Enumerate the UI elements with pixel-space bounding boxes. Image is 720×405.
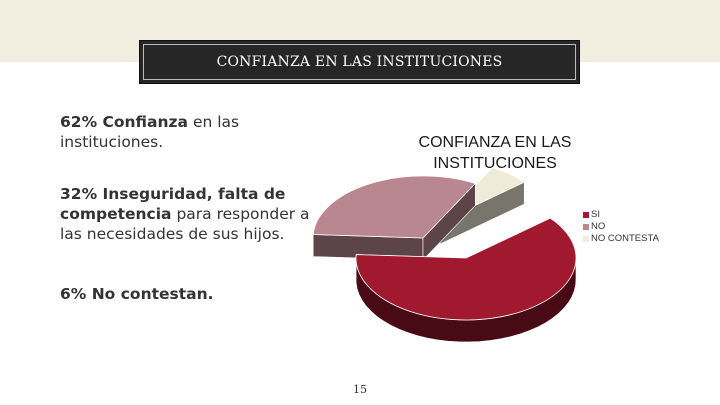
bullet-text: en las instituciones. — [60, 113, 240, 151]
bullet-text: para responder a las necesidades de sus … — [60, 205, 310, 243]
legend-swatch — [583, 212, 589, 218]
bullet-confianza: 62% Confianza en las instituciones. — [60, 112, 320, 152]
legend-item: NO — [583, 221, 659, 233]
legend-item: NO CONTESTA — [583, 233, 659, 245]
bullet-bold: 32% Inseguridad, falta de competencia — [60, 185, 286, 223]
pie-slice-si — [355, 217, 577, 321]
legend-label: NO CONTESTA — [591, 233, 659, 244]
slide-title-box: CONFIANZA EN LAS INSTITUCIONES — [139, 40, 580, 84]
legend-swatch — [583, 236, 589, 242]
legend-label: SI — [591, 209, 600, 220]
legend-item: SI — [583, 209, 659, 221]
chart-title: CONFIANZA EN LAS INSTITUCIONES — [418, 134, 572, 172]
bullet-inseguridad: 32% Inseguridad, falta de competencia pa… — [60, 184, 320, 244]
page-number: 15 — [353, 383, 367, 396]
pie-slice-no — [312, 175, 477, 239]
legend-swatch — [583, 224, 589, 230]
bullet-bold: 6% No contestan. — [60, 285, 214, 303]
legend-label: NO — [591, 221, 606, 232]
bullet-no-contestan: 6% No contestan. — [60, 284, 320, 304]
bullet-bold: 62% Confianza — [60, 113, 189, 131]
slide-title: CONFIANZA EN LAS INSTITUCIONES — [216, 54, 503, 70]
chart-legend: SI NO NO CONTESTA — [583, 209, 659, 245]
bullet-list: 62% Confianza en las instituciones. 32% … — [60, 112, 320, 336]
